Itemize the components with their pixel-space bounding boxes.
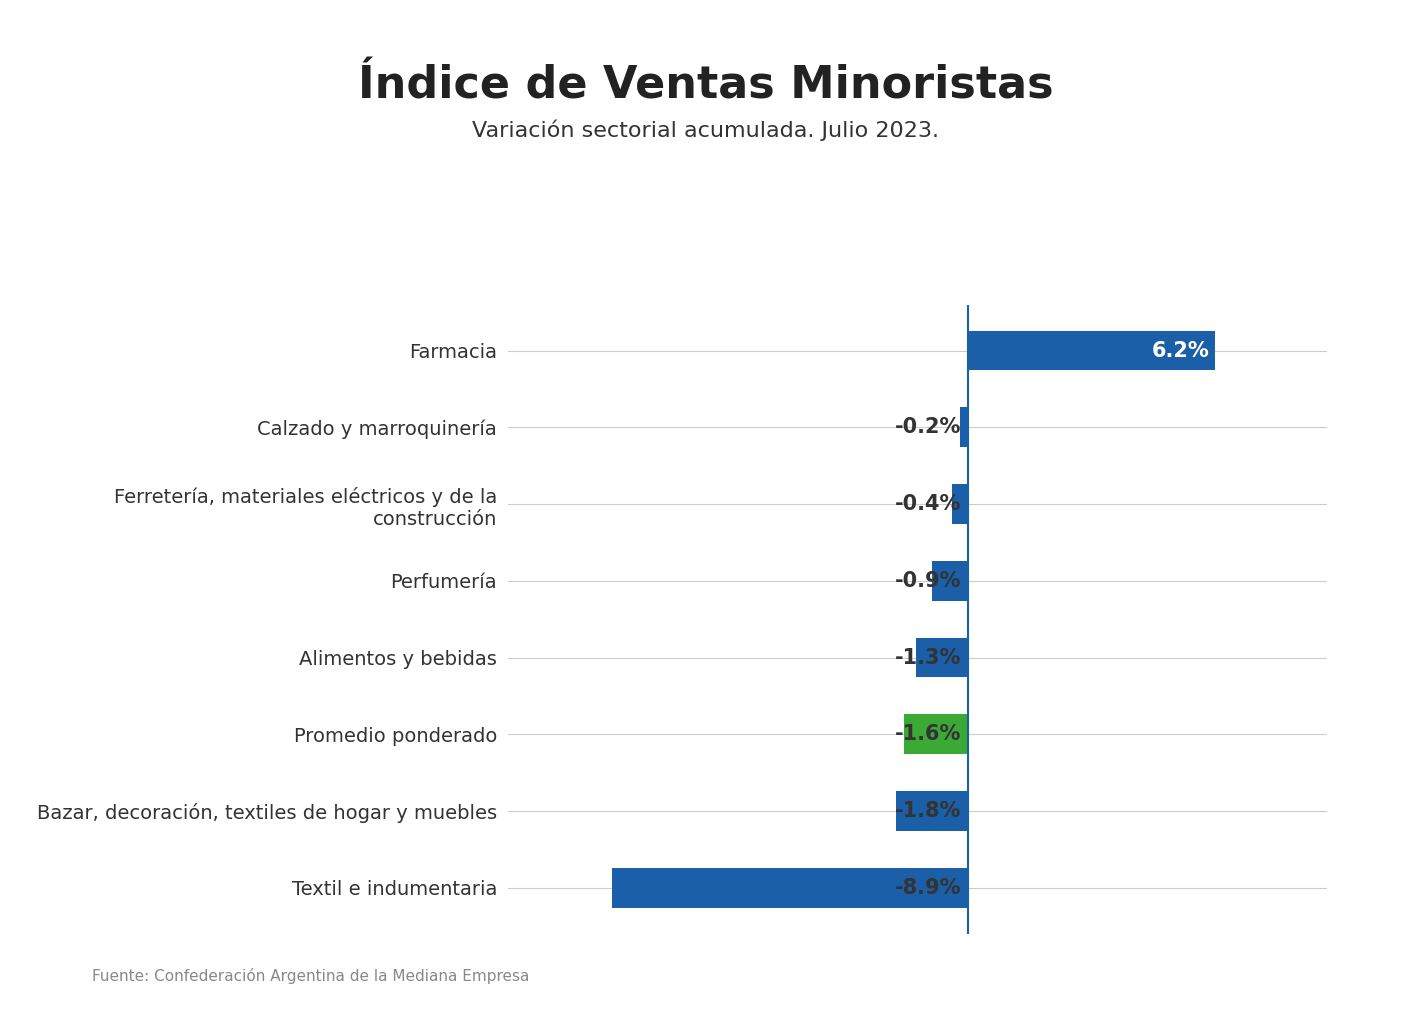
Text: -1.8%: -1.8% [895,801,962,821]
Bar [904,715,967,754]
Bar [960,407,967,448]
Text: Variación sectorial acumulada. Julio 2023.: Variación sectorial acumulada. Julio 202… [473,119,939,141]
Bar [895,791,967,831]
Text: 6.2%: 6.2% [1152,341,1210,360]
Bar [932,561,967,601]
Bar [952,484,967,524]
Bar [613,868,967,907]
Text: -0.9%: -0.9% [895,570,962,591]
Bar [916,637,967,677]
Text: -8.9%: -8.9% [895,878,962,897]
Text: -1.6%: -1.6% [895,725,962,744]
Text: -1.3%: -1.3% [895,648,962,668]
Text: -0.4%: -0.4% [895,494,962,514]
Text: Índice de Ventas Minoristas: Índice de Ventas Minoristas [359,65,1053,108]
Text: -0.2%: -0.2% [895,417,962,437]
Bar [967,331,1216,370]
Text: Fuente: Confederación Argentina de la Mediana Empresa: Fuente: Confederación Argentina de la Me… [92,968,530,985]
